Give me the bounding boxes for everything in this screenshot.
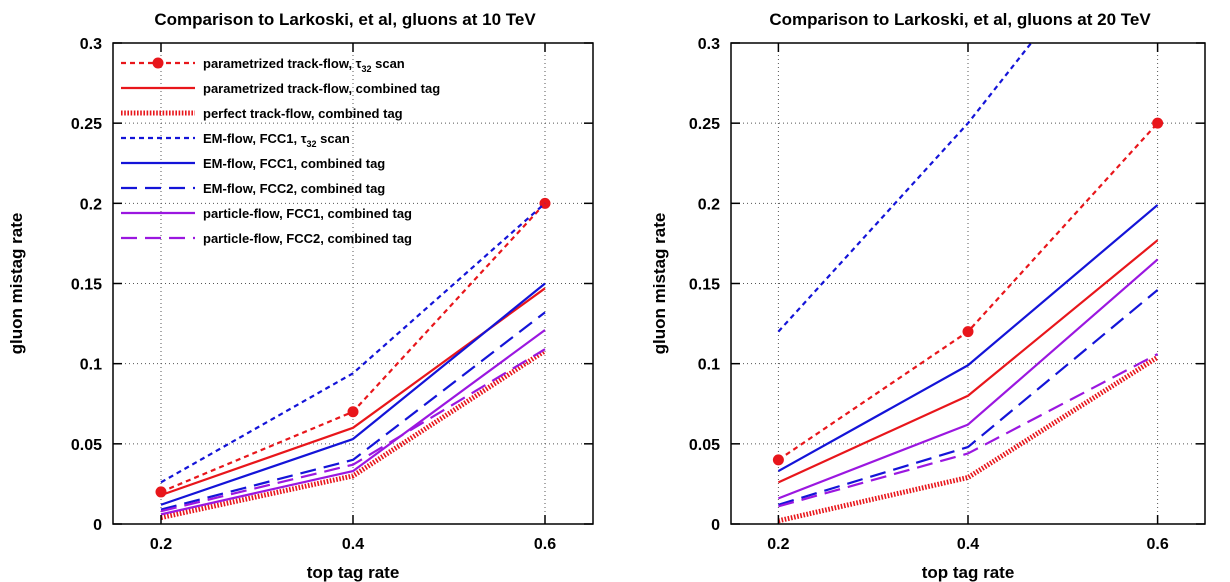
series-line-3: [160, 348, 547, 521]
y-tick-label: 0.15: [689, 277, 720, 294]
y-tick-label: 0.25: [71, 116, 102, 133]
x-tick-label: 0.4: [957, 536, 979, 553]
legend-label: parametrized track-flow, combined tag: [203, 81, 440, 96]
series-line-5: [777, 204, 1159, 473]
series-line-7: [160, 329, 546, 516]
legend-label: EM-flow, FCC1, τ32 scan: [203, 131, 350, 149]
data-point-marker: [347, 406, 359, 418]
legend-label: particle-flow, FCC1, combined tag: [203, 206, 412, 221]
chart-title: Comparison to Larkoski, et al, gluons at…: [769, 10, 1151, 29]
y-tick-label: 0.2: [80, 196, 102, 213]
y-axis-label: gluon mistag rate: [650, 213, 669, 355]
y-tick-label: 0.3: [80, 36, 102, 53]
chart-title: Comparison to Larkoski, et al, gluons at…: [154, 10, 536, 29]
series-line-6: [160, 311, 546, 511]
legend-label: particle-flow, FCC2, combined tag: [203, 231, 412, 246]
series-line-2: [777, 239, 1159, 484]
series-line-6: [778, 289, 1159, 506]
x-tick-label: 0.2: [767, 536, 789, 553]
chart-panel-10tev: Comparison to Larkoski, et al, gluons at…: [7, 10, 594, 582]
y-tick-label: 0.1: [698, 357, 720, 374]
series-line-8: [160, 348, 546, 513]
x-tick-label: 0.4: [342, 536, 364, 553]
y-tick-label: 0.3: [698, 36, 720, 53]
data-point-marker: [772, 454, 784, 466]
data-point-marker: [1152, 117, 1164, 129]
y-tick-label: 0.15: [71, 277, 102, 294]
legend-label: perfect track-flow, combined tag: [203, 106, 403, 121]
legend: parametrized track-flow, τ32 scan paramet…: [121, 56, 440, 246]
chart-panel-20tev: Comparison to Larkoski, et al, gluons at…: [650, 10, 1206, 582]
series-line-7: [778, 258, 1159, 500]
data-point-marker: [155, 486, 167, 498]
y-axis-label: gluon mistag rate: [7, 213, 26, 355]
series-line-5: [160, 282, 546, 506]
y-tick-label: 0: [711, 517, 720, 534]
legend-marker: [152, 57, 164, 69]
y-tick-label: 0.25: [689, 116, 720, 133]
x-axis-label: top tag rate: [922, 563, 1015, 582]
data-point-marker: [962, 326, 974, 338]
y-tick-label: 0.2: [698, 196, 720, 213]
x-tick-label: 0.6: [534, 536, 556, 553]
legend-label: EM-flow, FCC2, combined tag: [203, 181, 385, 196]
x-tick-label: 0.6: [1146, 536, 1168, 553]
y-tick-label: 0.1: [80, 357, 102, 374]
y-tick-label: 0.05: [689, 437, 720, 454]
x-tick-label: 0.2: [150, 536, 172, 553]
series-line-3: [777, 355, 1159, 524]
legend-label: parametrized track-flow, τ32 scan: [203, 56, 405, 74]
y-tick-label: 0: [93, 517, 102, 534]
series-line-4: [160, 202, 546, 484]
x-axis-label: top tag rate: [307, 563, 400, 582]
series-line-4: [777, 43, 1033, 333]
series-line-8: [778, 353, 1159, 508]
y-tick-label: 0.05: [71, 437, 102, 454]
legend-label: EM-flow, FCC1, combined tag: [203, 156, 385, 171]
